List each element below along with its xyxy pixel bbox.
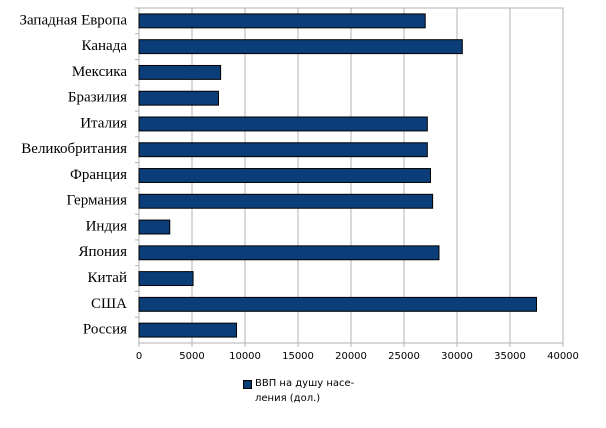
x-tick-label: 25000 [388, 351, 420, 362]
y-tick-label: Китай [88, 270, 127, 286]
bar [138, 168, 431, 183]
x-tick-label: 5000 [179, 351, 204, 362]
bar [138, 296, 537, 312]
legend: ВВП на душу насе- ления (дол.) [243, 376, 354, 406]
y-tick-label: Канада [82, 38, 128, 54]
y-tick-label: США [91, 296, 127, 312]
y-tick-label: Италия [80, 115, 127, 131]
y-tick-label: Западная Европа [19, 12, 127, 28]
x-tick-label: 20000 [335, 351, 367, 362]
x-tick-label: 35000 [494, 351, 526, 362]
bar [138, 13, 426, 29]
bar [138, 64, 222, 80]
bar [138, 219, 171, 235]
y-tick-label: Индия [86, 218, 128, 234]
bar [138, 322, 238, 338]
y-tick-label: Великобритания [21, 141, 127, 157]
y-tick-label: Япония [79, 244, 128, 260]
y-tick-label: Россия [83, 322, 127, 338]
y-tick-label: Бразилия [68, 90, 127, 106]
x-tick-label: 10000 [229, 351, 261, 362]
x-tick-label: 15000 [282, 351, 314, 362]
y-tick-label: Франция [70, 167, 127, 183]
bar [138, 39, 463, 55]
bar [138, 90, 219, 106]
bar [138, 245, 440, 261]
bar [138, 271, 194, 287]
bar [138, 142, 428, 158]
y-tick-label: Мексика [72, 64, 127, 80]
x-tick-label: 30000 [441, 351, 473, 362]
x-tick-label: 0 [136, 351, 142, 362]
y-tick-label: Германия [67, 193, 128, 209]
bar [138, 116, 428, 132]
x-tick-label: 40000 [547, 351, 579, 362]
legend-label: ВВП на душу насе- ления (дол.) [255, 378, 355, 404]
bar [138, 193, 434, 209]
legend-swatch [243, 380, 252, 389]
